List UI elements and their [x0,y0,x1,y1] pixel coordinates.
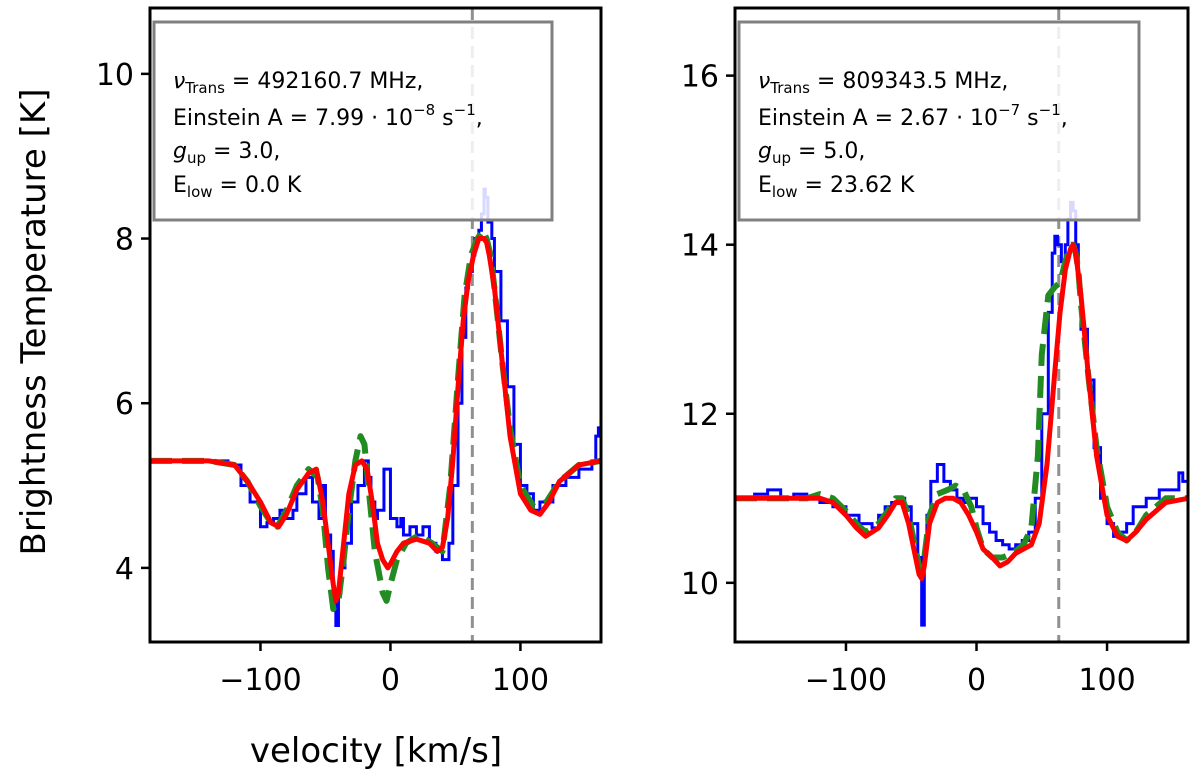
g-symbol: g [173,139,187,164]
x-tick-label: −100 [219,663,301,698]
y-tick-label: 16 [681,60,719,95]
y-tick-label: 12 [681,398,719,433]
y-tick-label: 10 [96,58,134,93]
y-axis-label: Brightness Temperature [K] [14,89,54,556]
series-model-dashed [735,241,1188,574]
g-subscript: up [187,149,206,167]
series-model-dashed [150,227,601,613]
x-tick-label: 100 [1078,663,1135,698]
einstein-unit-exponent: −1 [454,101,476,119]
annotation-line-elow: Elow = 23.62 K [758,173,915,201]
einstein-prefix: Einstein A = 7.99 · 10 [173,106,413,131]
einstein-unit-exponent: −1 [1039,101,1061,119]
einstein-unit: s [1020,106,1038,131]
annotation-line-einstein: Einstein A = 2.67 · 10−7 s−1, [758,101,1068,131]
right-panel: νTrans = 809343.5 MHz, Einstein A = 2.67 … [681,6,1190,698]
y-tick-label: 8 [115,223,134,258]
y-tick-label: 14 [681,229,719,264]
nu-subscript: Trans [769,79,810,97]
e-symbol: E [173,173,187,198]
series-model-solid [150,236,601,604]
einstein-prefix: Einstein A = 2.67 · 10 [758,106,998,131]
annotation-line-gup: gup = 3.0, [173,139,280,167]
einstein-exponent: −7 [998,101,1020,119]
g-symbol: g [758,139,772,164]
axes-frame [148,6,603,644]
e-value: = 23.62 K [798,173,915,198]
g-value: = 3.0, [206,139,280,164]
y-tick-label: 10 [681,567,719,602]
einstein-exponent: −8 [413,101,435,119]
x-tick-label: 0 [967,663,986,698]
annotation-line-einstein: Einstein A = 7.99 · 10−8 s−1, [173,101,483,131]
g-value: = 5.0, [791,139,865,164]
e-value: = 0.0 K [213,173,302,198]
nu-symbol: ν [173,69,185,94]
annotation-line-nu: νTrans = 492160.7 MHz, [173,69,423,97]
annotation-line-elow: Elow = 0.0 K [173,173,302,201]
annotation-line-gup: gup = 5.0, [758,139,865,167]
einstein-tail: , [1061,106,1068,131]
nu-value: = 809343.5 MHz, [810,69,1008,94]
g-subscript: up [772,149,791,167]
e-subscript: low [187,183,213,201]
y-tick-label: 6 [115,387,134,422]
axes-frame [733,6,1190,644]
series-observed [735,200,1188,627]
einstein-unit: s [435,106,453,131]
e-symbol: E [758,173,772,198]
einstein-tail: , [476,106,483,131]
annotation-line-nu: νTrans = 809343.5 MHz, [758,69,1008,97]
annotation-box [737,20,1141,222]
x-tick-label: 100 [492,663,549,698]
x-tick-label: −100 [805,663,887,698]
y-tick-label: 4 [115,552,134,587]
left-panel: νTrans = 492160.7 MHz, Einstein A = 7.99 … [96,6,603,698]
nu-value: = 492160.7 MHz, [225,69,423,94]
x-axis-label: velocity [km/s] [250,731,502,771]
nu-subscript: Trans [184,79,225,97]
annotation-box [152,20,554,222]
e-subscript: low [772,183,798,201]
x-tick-label: 0 [381,663,400,698]
series-model-solid [735,242,1188,582]
nu-symbol: ν [758,69,770,94]
